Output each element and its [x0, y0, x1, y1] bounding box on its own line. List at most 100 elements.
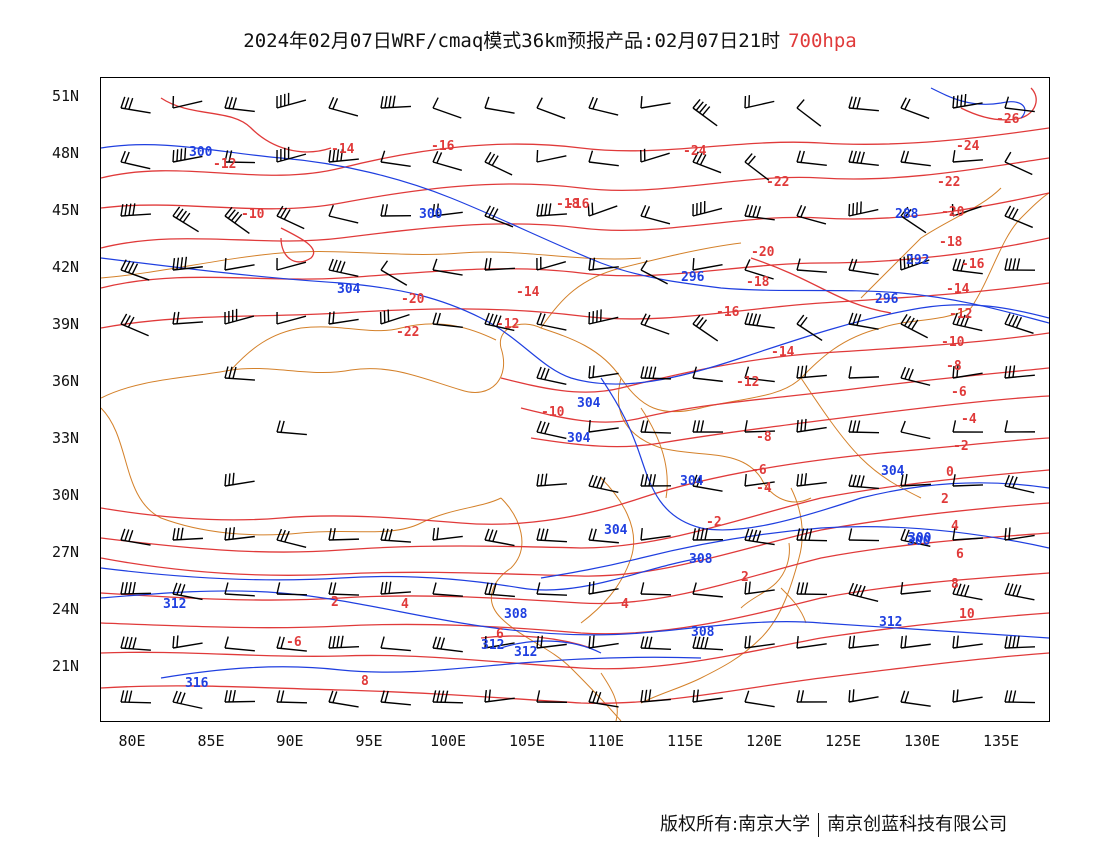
wind-barb	[484, 689, 515, 703]
wind-barb	[796, 690, 828, 703]
wind-barb	[796, 258, 827, 273]
temperature-label: -10	[241, 207, 265, 222]
height-label: 312	[879, 615, 902, 630]
wind-barb	[848, 528, 880, 542]
temperature-label: -24	[956, 139, 980, 154]
wind-barb	[276, 582, 308, 596]
wind-barb	[692, 151, 722, 174]
temperature-label: -14	[331, 142, 355, 157]
lat-label: 42N	[52, 258, 80, 276]
wind-barb	[224, 150, 256, 164]
temperature-label: -8	[946, 359, 962, 374]
wind-barb	[380, 204, 412, 217]
height-label: 296	[875, 292, 899, 307]
wind-barb	[1004, 527, 1035, 541]
height-label: 308	[691, 625, 715, 640]
wind-barb	[1004, 151, 1033, 176]
wind-barb	[276, 257, 307, 271]
wind-barb	[276, 636, 307, 652]
lon-label: 130E	[903, 732, 941, 750]
title-level: 700hpa	[788, 30, 857, 52]
lat-label: 33N	[52, 429, 80, 447]
temperature-label: 6	[956, 547, 964, 562]
wind-barb	[900, 150, 931, 167]
lon-label: 135E	[982, 732, 1020, 750]
wind-barb	[744, 259, 774, 280]
height-label: 312	[514, 645, 537, 660]
wind-barb	[796, 418, 827, 433]
wind-barb	[276, 420, 307, 436]
wind-barb	[1004, 96, 1035, 113]
map-canvas: -26-24-22-20-18-16-14-12-10-8-6-4-202468…	[101, 87, 1049, 721]
height-label: 304	[881, 464, 905, 479]
wind-barb	[328, 96, 359, 117]
temperature-label: -26	[996, 112, 1020, 127]
lon-label: 105E	[508, 732, 546, 750]
wind-barb	[380, 528, 411, 543]
wind-barb	[640, 689, 671, 703]
temperature-label: 2	[741, 570, 749, 585]
wind-barb	[796, 314, 823, 341]
temperature-label: -12	[213, 157, 236, 172]
wind-barb	[120, 690, 152, 704]
temperature-labels: -26-24-22-20-18-16-14-12-10-8-6-4-202468…	[213, 112, 1020, 689]
wind-barb	[328, 528, 360, 541]
temperature-label: -4	[756, 481, 772, 496]
wind-barb	[224, 527, 255, 541]
height-label: 300	[419, 207, 443, 222]
wind-barb	[484, 205, 514, 228]
height-label: 312	[163, 597, 186, 612]
wind-barb	[952, 258, 983, 275]
wind-barb	[484, 582, 515, 598]
wind-barb	[744, 312, 775, 329]
wind-barb	[692, 200, 723, 217]
wind-barb	[952, 582, 983, 601]
temperature-label: -6	[951, 385, 967, 400]
wind-barb	[588, 365, 619, 379]
wind-barb	[692, 366, 723, 383]
wind-barb	[744, 635, 775, 649]
wind-barb	[432, 203, 463, 217]
wind-barb	[536, 312, 567, 331]
temperature-label: -24	[683, 144, 707, 159]
wind-barb	[432, 97, 462, 119]
height-labels: 300 300 304 304 304 304 296 292 296 288 300 304 304 3…	[163, 145, 932, 691]
wind-barb	[1004, 690, 1036, 704]
wind-barb	[744, 581, 775, 595]
wind-barb	[328, 635, 360, 649]
wind-barb	[484, 151, 513, 176]
wind-barb	[536, 366, 567, 385]
temperature-label: 10	[959, 607, 975, 622]
wind-barb	[899, 253, 930, 271]
wind-barb	[952, 93, 983, 109]
wind-barb	[120, 203, 151, 217]
temperature-label: -16	[566, 197, 590, 212]
wind-barb	[276, 92, 307, 109]
wind-barb	[484, 528, 515, 547]
wind-barb	[380, 95, 411, 109]
wind-barb	[796, 150, 827, 166]
height-label: 304	[567, 431, 591, 446]
wind-barb	[952, 365, 983, 379]
wind-barb	[1004, 205, 1033, 229]
wind-barb	[952, 420, 984, 433]
wind-barb	[224, 96, 255, 113]
wind-barb	[796, 528, 828, 542]
wind-barb	[952, 528, 983, 541]
wind-barb	[120, 96, 151, 114]
wind-barb	[796, 204, 827, 225]
lon-label: 90E	[276, 732, 304, 750]
wind-barb	[484, 257, 515, 271]
wind-barb	[900, 97, 930, 120]
temperature-label: -14	[771, 345, 795, 360]
wind-barb	[328, 311, 359, 325]
wind-barb	[172, 95, 203, 109]
wind-barb	[328, 148, 359, 163]
wind-barb	[692, 314, 719, 342]
temperature-label: -18	[556, 197, 580, 212]
height-label: 304	[604, 523, 628, 538]
wind-barb	[900, 635, 931, 649]
wind-barb	[172, 582, 203, 601]
wind-barb	[744, 204, 775, 221]
wind-barb	[120, 528, 151, 546]
